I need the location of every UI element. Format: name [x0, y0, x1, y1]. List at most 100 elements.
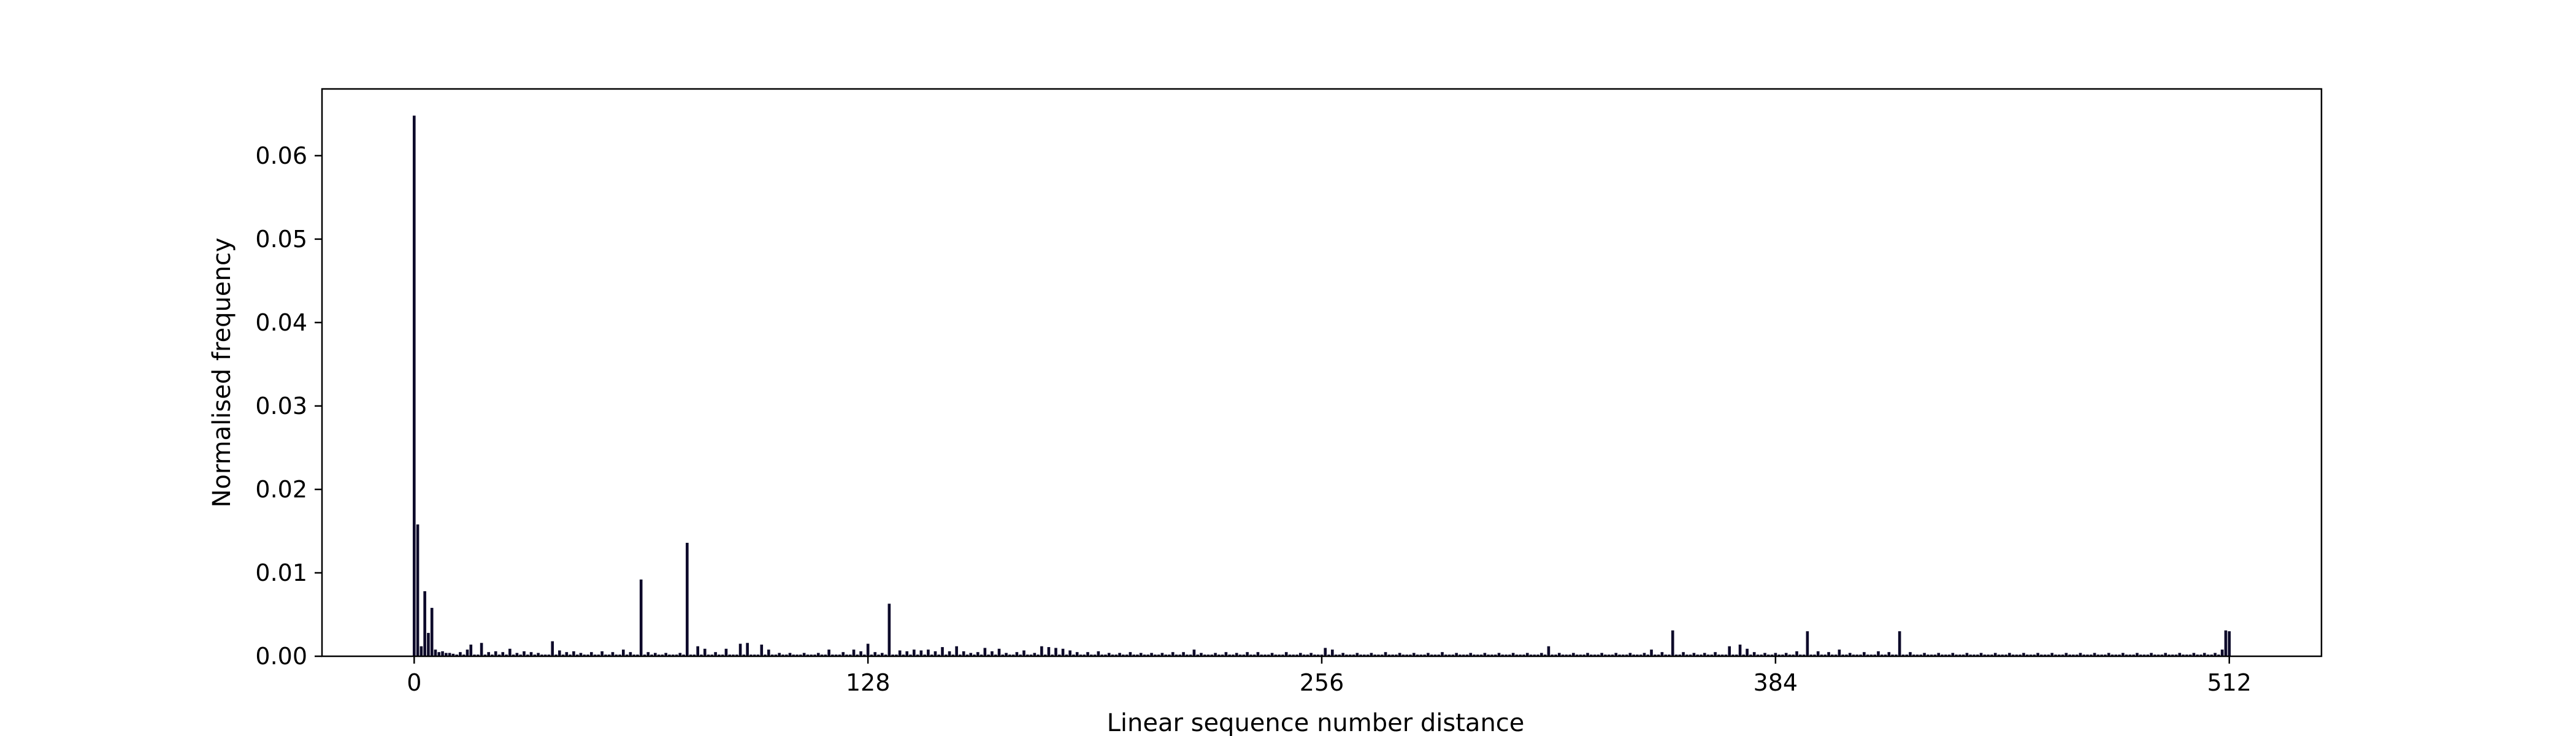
- bar-460: [2043, 654, 2047, 656]
- bar-288: [1433, 654, 1437, 656]
- bar-68: [654, 653, 657, 656]
- bar-342: [1625, 654, 1628, 656]
- bar-199: [1118, 653, 1121, 656]
- bar-323: [1557, 653, 1561, 656]
- bar-417: [1891, 654, 1894, 656]
- bar-35: [537, 653, 540, 656]
- bar-22: [491, 654, 494, 656]
- bar-79: [692, 654, 696, 656]
- bar-186: [1072, 654, 1075, 656]
- bar-426: [1923, 653, 1926, 656]
- bar-69: [657, 654, 661, 656]
- bar-240: [1263, 654, 1267, 656]
- bar-85: [714, 652, 717, 656]
- bar-88: [724, 648, 728, 656]
- bar-206: [1143, 654, 1146, 656]
- bar-176: [1037, 654, 1040, 656]
- bar-334: [1597, 654, 1600, 656]
- bar-249: [1295, 654, 1298, 656]
- bar-117: [827, 650, 830, 656]
- bar-236: [1249, 654, 1252, 656]
- bar-338: [1611, 654, 1614, 656]
- bar-41: [558, 650, 561, 656]
- bar-65: [643, 654, 646, 656]
- bar-228: [1221, 654, 1224, 656]
- bar-500: [2185, 654, 2188, 656]
- bar-446: [1993, 653, 1997, 656]
- bar-148: [937, 654, 941, 656]
- bar-340: [1618, 654, 1621, 656]
- bar-361: [1692, 653, 1696, 656]
- bar-416: [1887, 652, 1891, 656]
- bar-167: [1005, 653, 1008, 656]
- bar-95: [749, 654, 753, 656]
- bar-254: [1313, 654, 1316, 656]
- bar-476: [2100, 654, 2103, 656]
- bar-415: [1884, 654, 1887, 656]
- bar-396: [1816, 651, 1820, 656]
- bar-290: [1441, 652, 1444, 656]
- bar-8: [441, 651, 444, 656]
- bar-61: [629, 652, 632, 656]
- bar-313: [1522, 654, 1525, 656]
- bar-321: [1551, 654, 1554, 656]
- bar-15: [466, 650, 469, 656]
- bar-40: [554, 654, 558, 656]
- bar-263: [1345, 654, 1348, 656]
- bar-111: [806, 654, 810, 656]
- bar-324: [1561, 654, 1565, 656]
- bar-201: [1125, 654, 1129, 656]
- bar-507: [2210, 654, 2214, 656]
- bar-373: [1735, 654, 1738, 656]
- bar-281: [1409, 654, 1412, 656]
- bar-371: [1728, 646, 1731, 656]
- bar-169: [1011, 654, 1015, 656]
- bar-209: [1154, 654, 1157, 656]
- bar-425: [1919, 654, 1923, 656]
- bar-421: [1905, 654, 1909, 656]
- bar-242: [1270, 653, 1274, 656]
- bar-439: [1969, 654, 1972, 656]
- bar-267: [1359, 654, 1362, 656]
- bar-58: [618, 654, 621, 656]
- bar-5: [430, 608, 434, 656]
- bar-89: [728, 654, 732, 656]
- y-tick-label: 0.00: [255, 643, 307, 670]
- bar-46: [575, 654, 579, 656]
- bar-410: [1866, 654, 1869, 656]
- bar-297: [1465, 654, 1469, 656]
- bar-497: [2174, 654, 2178, 656]
- bar-381: [1763, 653, 1766, 656]
- bar-372: [1731, 654, 1735, 656]
- bar-118: [831, 654, 834, 656]
- bar-368: [1717, 654, 1720, 656]
- bar-389: [1792, 654, 1795, 656]
- bar-494: [2164, 653, 2167, 656]
- bar-197: [1111, 654, 1114, 656]
- bar-471: [2082, 654, 2086, 656]
- bar-39: [551, 641, 554, 656]
- bar-221: [1196, 654, 1199, 656]
- bar-175: [1033, 653, 1037, 656]
- bar-356: [1674, 654, 1678, 656]
- bar-262: [1341, 653, 1344, 656]
- bars-group: [412, 115, 2231, 656]
- bar-442: [1979, 653, 1983, 656]
- bar-509: [2217, 654, 2220, 656]
- bar-127: [863, 654, 866, 656]
- bar-392: [1802, 654, 1806, 656]
- bar-184: [1065, 654, 1068, 656]
- bar-42: [561, 654, 565, 656]
- bar-102: [774, 654, 778, 656]
- bar-9: [444, 653, 448, 656]
- bar-377: [1749, 654, 1752, 656]
- bar-189: [1083, 654, 1086, 656]
- bar-207: [1146, 654, 1150, 656]
- bar-330: [1582, 654, 1586, 656]
- bar-326: [1568, 654, 1571, 656]
- bar-94: [746, 643, 749, 656]
- bar-136: [895, 654, 898, 656]
- bar-160: [979, 654, 983, 656]
- bar-388: [1788, 654, 1792, 656]
- bar-28: [512, 654, 515, 656]
